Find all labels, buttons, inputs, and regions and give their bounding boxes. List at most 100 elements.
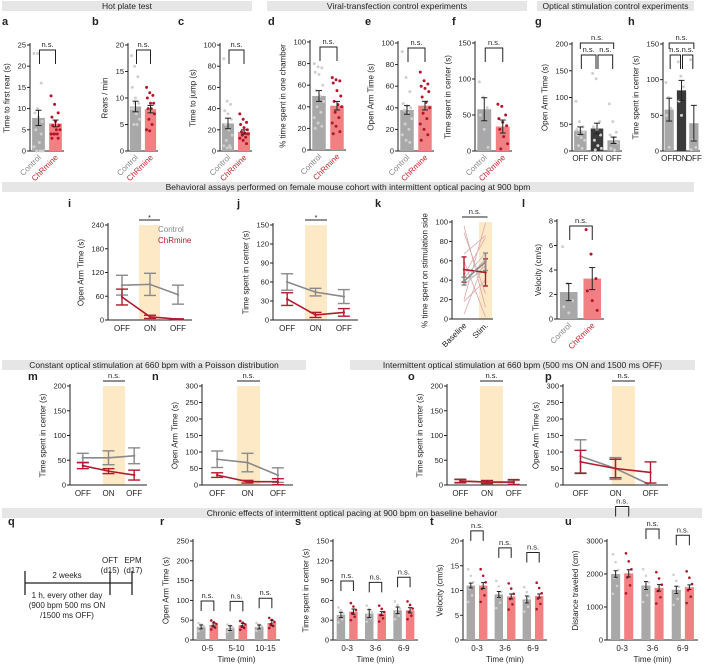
data-point xyxy=(409,106,413,110)
data-point xyxy=(593,148,597,152)
significance-label: n.s. xyxy=(677,525,689,534)
y-axis-label: % time spent in one chamber xyxy=(278,44,287,148)
mean-point xyxy=(342,311,346,314)
category-label: ON xyxy=(310,324,322,333)
y-tick-label: 2 xyxy=(549,290,553,299)
category-label: OFF xyxy=(573,489,589,498)
data-point xyxy=(225,99,229,103)
data-point xyxy=(525,590,529,594)
data-point xyxy=(624,592,628,595)
y-tick-label: 0 xyxy=(302,146,306,155)
bar-chrmine xyxy=(583,278,602,319)
significance-label: n.s. xyxy=(591,33,603,42)
bar-chrmine xyxy=(535,595,544,640)
category-label: 3-6 xyxy=(499,644,511,653)
bar-control xyxy=(671,589,681,640)
mean-point xyxy=(649,471,652,474)
data-point xyxy=(130,107,134,111)
timeline-event-oft-day: (d15) xyxy=(101,566,120,575)
y-tick-label: 50 xyxy=(551,464,559,473)
data-point xyxy=(426,82,430,86)
mean-point xyxy=(107,456,110,459)
y-axis-label: Time to first rear (s) xyxy=(3,63,12,133)
data-point xyxy=(365,620,369,623)
data-point xyxy=(320,124,324,128)
significance-bracket xyxy=(675,534,690,546)
data-point xyxy=(404,76,408,80)
data-point xyxy=(594,277,598,281)
data-point xyxy=(420,95,424,99)
data-point xyxy=(396,603,399,607)
data-point xyxy=(130,85,134,89)
data-point xyxy=(685,601,688,605)
data-point xyxy=(685,570,688,573)
data-point xyxy=(537,586,541,590)
y-tick-label: 150 xyxy=(316,537,329,546)
y-tick-label: 20 xyxy=(386,125,394,134)
y-tick-label: 0 xyxy=(555,481,559,490)
data-point xyxy=(479,600,482,604)
data-point xyxy=(130,54,134,58)
data-point xyxy=(423,86,427,90)
mean-point xyxy=(176,293,180,296)
data-point xyxy=(585,289,589,293)
data-point xyxy=(408,90,412,94)
panel-letter-j: j xyxy=(236,198,240,210)
y-axis-label: Open Arm Time (s) xyxy=(161,557,170,624)
panel-letter-r: r xyxy=(160,516,165,528)
data-point xyxy=(239,130,243,134)
data-point xyxy=(627,560,631,563)
panel-letter-b: b xyxy=(92,16,99,28)
data-point xyxy=(209,619,213,622)
y-tick-label: 0 xyxy=(444,315,448,324)
data-point xyxy=(590,299,594,303)
category-label: OFF xyxy=(506,489,522,498)
data-point xyxy=(150,123,154,126)
category-label: 3-6 xyxy=(647,644,659,653)
data-point xyxy=(370,610,374,614)
data-point xyxy=(539,602,542,606)
category-label: 6-9 xyxy=(398,644,410,653)
data-point xyxy=(502,135,506,139)
category-label: OFF xyxy=(209,489,225,498)
mean-point xyxy=(285,280,289,284)
y-tick-label: 250 xyxy=(176,537,189,546)
panel-letter-u: u xyxy=(565,516,572,528)
data-point xyxy=(58,128,62,132)
data-point xyxy=(641,600,645,604)
y-tick-label: 100 xyxy=(293,38,306,47)
data-point xyxy=(245,120,249,124)
bar-control xyxy=(32,117,45,151)
data-point xyxy=(497,584,501,588)
data-point xyxy=(660,583,664,587)
y-tick-label: 50 xyxy=(58,456,66,465)
y-tick-label: 8 xyxy=(549,217,553,226)
data-point xyxy=(330,76,334,80)
y-tick-label: 0 xyxy=(549,315,553,324)
significance-bracket xyxy=(579,42,615,49)
stimulation-band xyxy=(139,225,160,320)
bar-control xyxy=(400,109,414,151)
mean-point xyxy=(215,458,219,461)
significance-bracket xyxy=(498,547,512,558)
panel-letter-p: p xyxy=(545,371,552,383)
data-point xyxy=(418,122,422,126)
bar-control xyxy=(522,599,531,640)
y-tick-label: 0 xyxy=(120,147,124,156)
category-label: ON xyxy=(103,489,115,498)
significance-bracket xyxy=(645,528,660,540)
data-point xyxy=(365,604,369,607)
category-label: OFF xyxy=(452,489,468,498)
mean-point xyxy=(81,456,85,459)
data-point xyxy=(577,144,581,148)
data-point xyxy=(506,142,510,146)
y-tick-label: 200 xyxy=(555,40,568,49)
data-point xyxy=(647,580,650,584)
y-axis-label: Distance traveled (cm) xyxy=(571,550,580,630)
data-point xyxy=(494,606,498,610)
panel-letter-q: q xyxy=(8,516,15,528)
panel-letter-d: d xyxy=(268,16,275,28)
data-point xyxy=(427,90,431,94)
data-point xyxy=(39,81,43,85)
